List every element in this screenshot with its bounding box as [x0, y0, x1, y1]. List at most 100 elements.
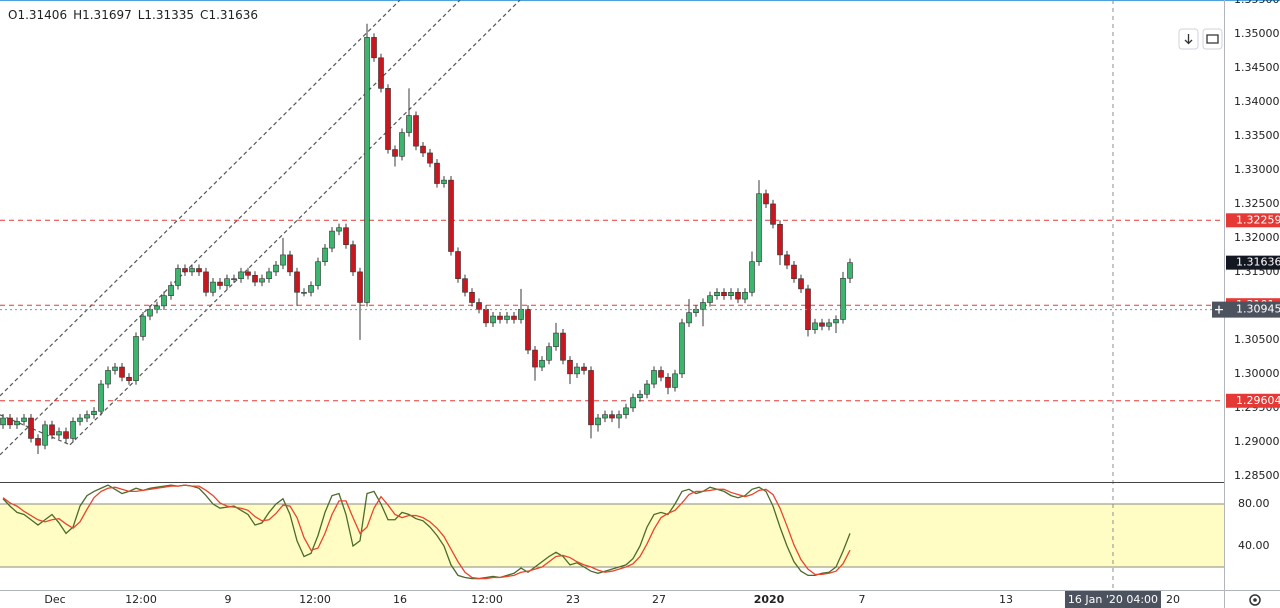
- y-tick-label: 1.32000: [1234, 231, 1280, 244]
- candle-body: [147, 308, 153, 317]
- candle-body: [210, 281, 216, 293]
- trend-line: [69, 0, 521, 446]
- candle-body: [154, 305, 160, 310]
- candle-body: [399, 132, 405, 157]
- toolbar-buttons: [1178, 28, 1223, 50]
- level-price-box: [1226, 213, 1280, 228]
- candle-body: [357, 271, 363, 303]
- candle-body: [336, 227, 342, 232]
- candle-body: [476, 302, 482, 310]
- candle-body: [112, 366, 118, 371]
- candle-body: [203, 271, 209, 293]
- candle-body: [665, 376, 671, 388]
- candle-body: [469, 291, 475, 303]
- candle-body: [819, 322, 825, 327]
- x-tick-label: 2020: [754, 593, 785, 606]
- ohlc-label: O: [8, 8, 18, 22]
- x-tick-label: 20: [1166, 593, 1180, 606]
- y-tick-label: 1.33500: [1234, 129, 1280, 142]
- candle-body: [371, 37, 377, 59]
- candle-body: [651, 370, 657, 385]
- candle-body: [826, 322, 832, 327]
- candle-body: [385, 88, 391, 150]
- candle-body: [497, 315, 503, 320]
- crosshair-time-label: 16 Jan '20 04:00: [1068, 593, 1158, 606]
- gear-icon: [1249, 594, 1261, 606]
- crosshair-price-label: 1.30945: [1236, 303, 1280, 316]
- ohlc-label: H: [73, 8, 83, 22]
- candle-body: [602, 414, 608, 419]
- x-tick-label: 7: [858, 593, 865, 606]
- ohlc-label: C: [200, 8, 209, 22]
- candle-body: [847, 262, 853, 279]
- candle-body: [413, 115, 419, 147]
- candle-body: [518, 308, 524, 320]
- candle-body: [224, 278, 230, 286]
- candle-body: [574, 366, 580, 375]
- reset-icon: [1206, 34, 1219, 44]
- candle-body: [567, 359, 573, 375]
- candle-body: [0, 417, 6, 426]
- candle-body: [301, 291, 307, 294]
- candle-body: [98, 383, 104, 412]
- trend-line: [0, 0, 401, 397]
- level-price-label: 1.32259: [1236, 213, 1280, 226]
- ohlc-value: 1.31636: [208, 8, 259, 22]
- y-tick-label: 1.30500: [1234, 333, 1280, 346]
- arrow-down-icon: [1184, 34, 1193, 45]
- candle-body: [770, 203, 776, 225]
- candle-body: [686, 312, 692, 324]
- y-tick-label: 1.32500: [1234, 197, 1280, 210]
- candle-body: [812, 322, 818, 330]
- candle-body: [679, 322, 685, 375]
- ohlc-legend: O1.31406 H1.31697 L1.31335 C1.31636: [8, 8, 264, 22]
- crosshair-price-box: [1226, 301, 1280, 318]
- candle-body: [28, 417, 34, 439]
- candle-body: [84, 414, 90, 419]
- y-tick-label: 1.34000: [1234, 95, 1280, 108]
- candle-body: [7, 417, 13, 426]
- reset-button[interactable]: [1202, 28, 1223, 50]
- candle-body: [35, 438, 41, 446]
- candle-body: [231, 278, 237, 280]
- candle-body: [350, 244, 356, 273]
- candle-body: [714, 291, 720, 296]
- candle-body: [539, 359, 545, 368]
- candle-body: [406, 115, 412, 133]
- candle-body: [791, 264, 797, 279]
- trend-line: [0, 414, 71, 446]
- candle-body: [749, 261, 755, 293]
- settings-gear[interactable]: [1249, 594, 1261, 606]
- candle-body: [343, 227, 349, 246]
- gear-center: [1253, 598, 1257, 602]
- candle-body: [294, 271, 300, 293]
- stoch-tick-label: 40.00: [1238, 539, 1270, 552]
- candle-body: [616, 414, 622, 419]
- x-tick-label: 27: [652, 593, 666, 606]
- candle-body: [756, 193, 762, 262]
- candle-body: [672, 373, 678, 388]
- candle-body: [252, 274, 258, 283]
- candle-body: [56, 431, 62, 436]
- x-tick-label: 23: [566, 593, 580, 606]
- candle-body: [329, 230, 335, 249]
- ohlc-value: 1.31335: [144, 8, 195, 22]
- candle-body: [511, 315, 517, 320]
- y-tick-label: 1.30000: [1234, 367, 1280, 380]
- candle-body: [595, 417, 601, 426]
- candle-body: [245, 271, 251, 276]
- level-price-label: 1.29604: [1236, 394, 1280, 407]
- candle-body: [798, 278, 804, 290]
- x-tick-label: 9: [224, 593, 231, 606]
- candle-body: [658, 370, 664, 378]
- candle-body: [441, 179, 447, 184]
- y-tick-label: 1.35500: [1234, 0, 1280, 6]
- candle-body: [840, 277, 846, 320]
- candle-body: [490, 315, 496, 324]
- candle-body: [581, 366, 587, 371]
- last-price-label: 1.31636: [1236, 256, 1280, 269]
- x-tick-label: 12:00: [299, 593, 331, 606]
- crosshair-time-box: [1064, 591, 1161, 608]
- candle-body: [70, 421, 76, 439]
- candle-body: [637, 393, 643, 398]
